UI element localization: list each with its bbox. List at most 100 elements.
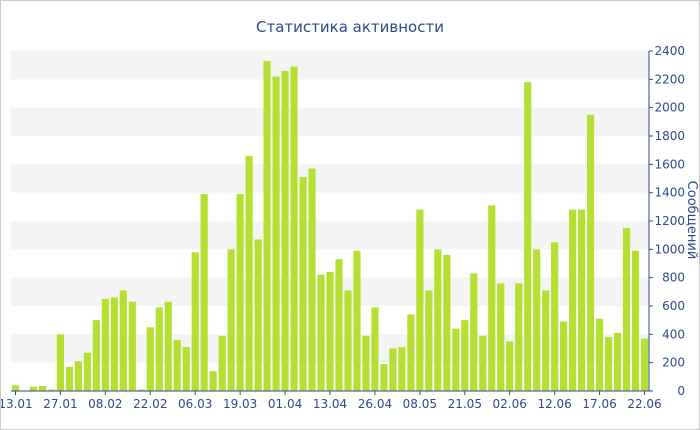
bar <box>425 290 433 391</box>
bar <box>595 318 604 391</box>
bar <box>551 242 559 391</box>
bar <box>119 290 127 391</box>
bar <box>488 205 496 391</box>
y-tick-label: 400 <box>662 327 685 341</box>
x-tick-label: 22.06 <box>627 397 661 411</box>
bar <box>533 249 541 391</box>
bar <box>308 168 316 391</box>
bar <box>110 297 118 391</box>
bar <box>578 209 586 391</box>
x-tick-label: 12.06 <box>537 397 571 411</box>
x-tick-label: 06.03 <box>178 397 212 411</box>
bar <box>452 328 460 391</box>
bar <box>29 386 38 391</box>
bar <box>434 249 442 391</box>
y-tick-label: 2000 <box>654 101 685 115</box>
bar-series <box>11 60 649 392</box>
y-tick-label: 600 <box>662 299 685 313</box>
bar <box>47 389 56 391</box>
bar <box>317 274 325 391</box>
bar <box>524 82 532 392</box>
bar <box>227 249 235 391</box>
bar <box>146 327 154 391</box>
x-tick-label: 26.04 <box>358 397 392 411</box>
bar <box>65 366 73 391</box>
bar <box>389 348 397 391</box>
bar <box>128 301 136 391</box>
bar <box>272 76 280 391</box>
y-tick-label: 0 <box>677 384 685 398</box>
grid-bands <box>11 51 649 363</box>
x-tick-label: 17.06 <box>582 397 616 411</box>
bar <box>353 250 361 391</box>
bar <box>416 209 424 391</box>
y-tick-label: 1600 <box>654 157 685 171</box>
bar <box>640 338 649 391</box>
y-tick-label: 2200 <box>654 72 685 86</box>
bar <box>164 301 172 391</box>
x-tick-label: 27.01 <box>43 397 77 411</box>
x-tick-label: 13.04 <box>313 397 347 411</box>
bar <box>587 114 595 391</box>
bar <box>263 60 271 392</box>
y-axis-label: Сообщений <box>684 181 699 260</box>
bar <box>182 347 190 391</box>
bar <box>380 364 388 391</box>
bar <box>613 332 622 391</box>
bar <box>622 228 631 391</box>
grid-band <box>11 164 649 193</box>
y-tick-label: 800 <box>662 271 685 285</box>
x-tick-label: 13.01 <box>1 397 33 411</box>
bar <box>515 283 523 391</box>
bar <box>11 385 20 391</box>
bar <box>290 66 298 391</box>
bar <box>200 194 208 391</box>
y-tick-label: 200 <box>662 356 685 370</box>
x-axis: 13.01 27.01 08.02 22.02 06.03 19.03 01.04 13.04… <box>1 390 662 411</box>
y-tick-label: 1400 <box>654 186 685 200</box>
bar <box>470 273 478 391</box>
bar <box>56 334 65 391</box>
x-tick-label: 08.05 <box>403 397 437 411</box>
bar <box>604 337 613 391</box>
y-tick-label: 2400 <box>654 44 685 58</box>
bar <box>461 320 469 391</box>
y-tick-label: 1200 <box>654 214 685 228</box>
bar <box>209 371 217 391</box>
bar <box>38 386 47 391</box>
bar <box>299 177 307 391</box>
bar <box>191 252 199 391</box>
bar <box>497 283 505 391</box>
bar <box>362 335 370 391</box>
bar <box>245 155 253 391</box>
bar <box>569 209 577 391</box>
bar <box>137 389 145 391</box>
bar <box>371 307 379 391</box>
bar <box>506 341 514 391</box>
bar <box>218 335 226 391</box>
grid-band <box>11 51 649 80</box>
bar <box>443 255 451 391</box>
bar <box>83 352 91 391</box>
x-tick-label: 02.06 <box>493 397 527 411</box>
bar <box>631 250 640 391</box>
bar <box>560 321 568 391</box>
grid-band <box>11 221 649 250</box>
y-axis: 0 200 400 600 800 1000 1200 1400 1600 1800 2000 220… <box>648 44 685 398</box>
bar <box>407 314 415 391</box>
x-tick-label: 19.03 <box>223 397 257 411</box>
bar <box>74 361 82 391</box>
bar <box>92 320 100 391</box>
bar <box>542 290 550 391</box>
bar <box>479 335 487 391</box>
chart-title: Статистика активности <box>256 18 444 36</box>
bar <box>398 347 406 391</box>
bar <box>326 272 334 391</box>
bar <box>281 70 289 391</box>
bar <box>335 259 343 391</box>
bar <box>344 290 352 391</box>
bar <box>101 298 109 391</box>
bar <box>236 194 244 391</box>
